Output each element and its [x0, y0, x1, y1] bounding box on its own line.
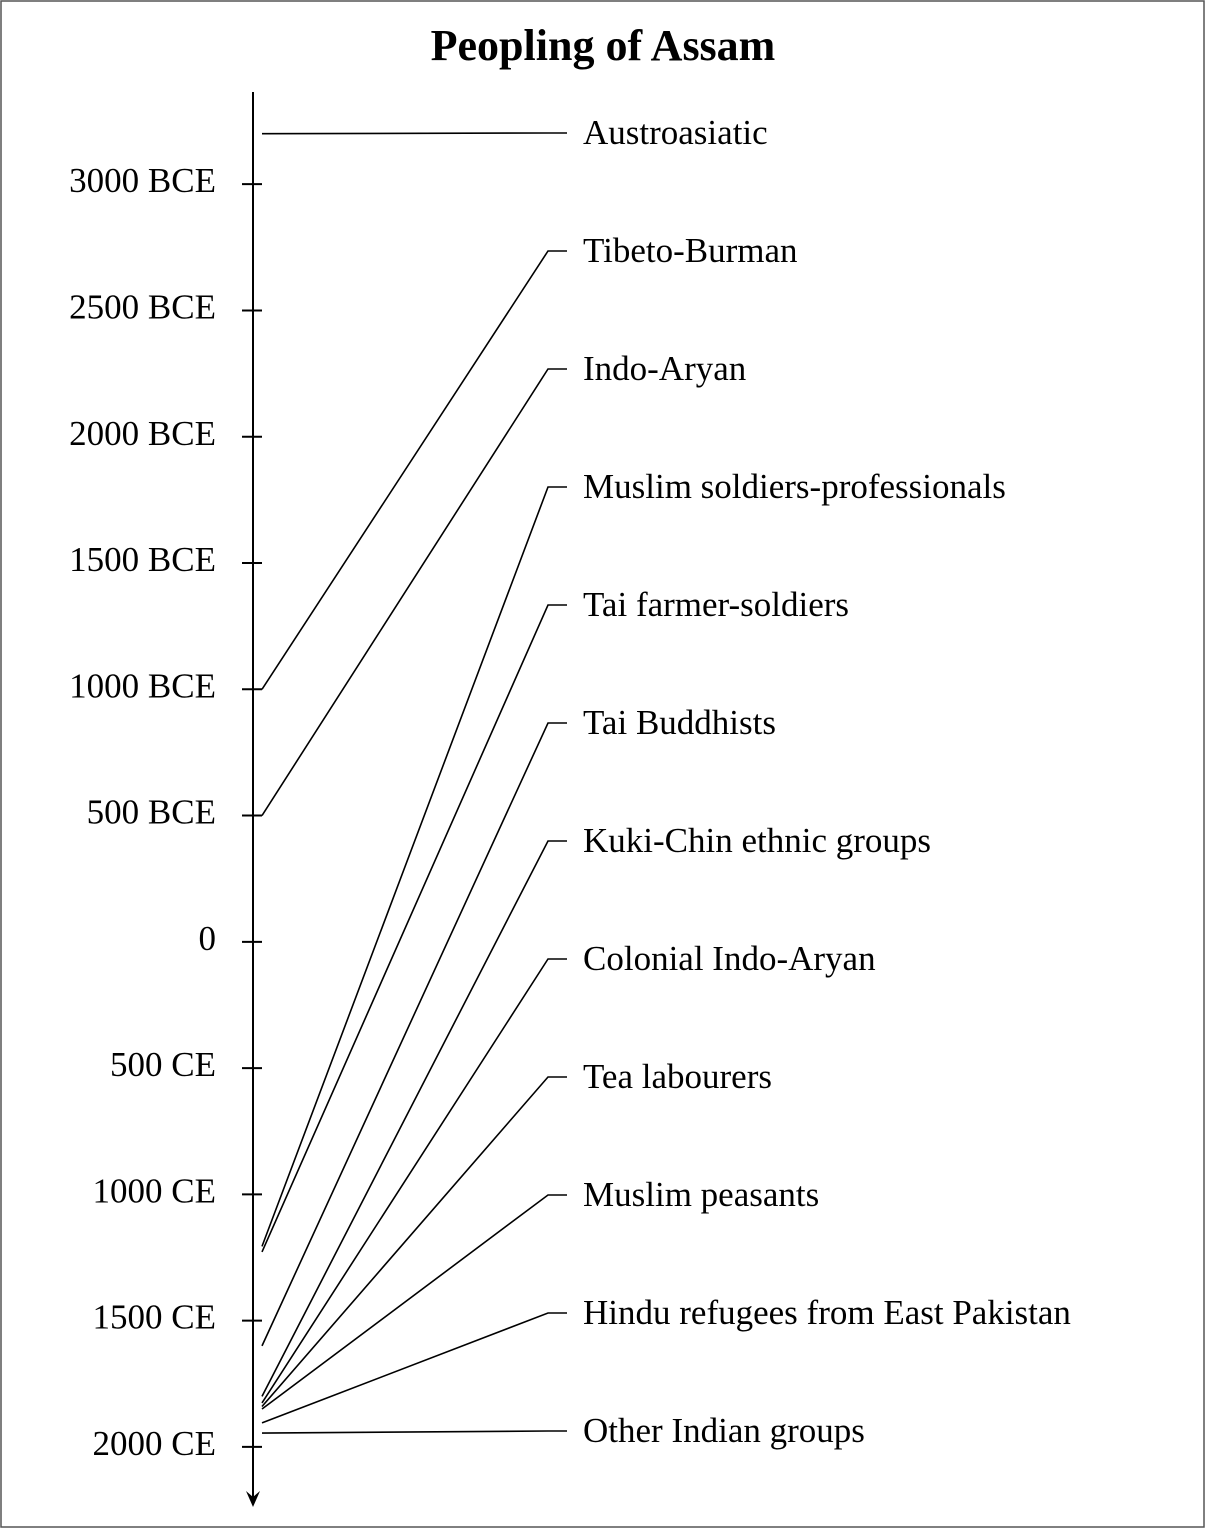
event-connector: [261, 958, 567, 1404]
event-label: Tai Buddhists: [583, 703, 776, 742]
event-label-box: Tai Buddhists: [583, 703, 776, 742]
event-label-box: Tea labourers: [583, 1057, 772, 1096]
event-connector: [261, 250, 567, 690]
event-connector: [261, 1312, 567, 1424]
event-label: Tea labourers: [583, 1057, 772, 1096]
event-label-box: Muslim peasants: [583, 1175, 820, 1214]
y-tick-label: 500 CE: [110, 1045, 216, 1084]
event-label-box: Austroasiatic: [583, 113, 768, 152]
y-tick-label: 0: [199, 919, 217, 958]
event-label-box: Other Indian groups: [583, 1411, 865, 1450]
event-connector: [261, 1076, 567, 1408]
event-label: Tibeto-Burman: [583, 231, 798, 270]
event-label: Muslim soldiers-professionals: [583, 467, 1006, 506]
event-label-box: Kuki-Chin ethnic groups: [583, 821, 932, 860]
event-label: Other Indian groups: [583, 1411, 865, 1450]
event-label: Kuki-Chin ethnic groups: [583, 821, 932, 860]
y-tick-label: 1000 CE: [93, 1171, 216, 1210]
y-tick-label: 1500 CE: [93, 1298, 216, 1337]
y-tick-label: 1000 BCE: [69, 666, 216, 705]
event-label: Indo-Aryan: [583, 349, 747, 388]
y-tick-label: 3000 BCE: [69, 161, 216, 200]
chart-title: Peopling of Assam: [431, 21, 776, 70]
event-label: Hindu refugees from East Pakistan: [583, 1293, 1071, 1332]
event-label-box: Tai farmer-soldiers: [583, 585, 850, 624]
event-label-box: Hindu refugees from East Pakistan: [583, 1293, 1071, 1332]
event-connector: [261, 1430, 567, 1434]
event-label: Colonial Indo-Aryan: [583, 939, 876, 978]
y-tick-label: 2000 CE: [93, 1424, 216, 1463]
event-connector: [261, 840, 567, 1397]
event-label: Tai farmer-soldiers: [583, 585, 850, 624]
axis-arrow: [246, 1491, 260, 1507]
event-label-box: Muslim soldiers-professionals: [583, 467, 1006, 506]
y-tick-label: 2500 BCE: [69, 287, 216, 326]
event-label-box: Indo-Aryan: [583, 349, 747, 388]
event-label: Austroasiatic: [583, 113, 768, 152]
y-tick-label: 500 BCE: [87, 793, 216, 832]
event-connector: [261, 722, 567, 1347]
event-connector: [261, 604, 567, 1253]
event-label: Muslim peasants: [583, 1175, 820, 1214]
event-connector: [261, 132, 567, 135]
event-connector: [261, 368, 567, 816]
y-tick-label: 1500 BCE: [69, 540, 216, 579]
event-label-box: Colonial Indo-Aryan: [583, 939, 876, 978]
event-label-box: Tibeto-Burman: [583, 231, 798, 270]
event-connector: [261, 1194, 567, 1410]
y-tick-label: 2000 BCE: [69, 414, 216, 453]
event-connector: [261, 486, 567, 1247]
